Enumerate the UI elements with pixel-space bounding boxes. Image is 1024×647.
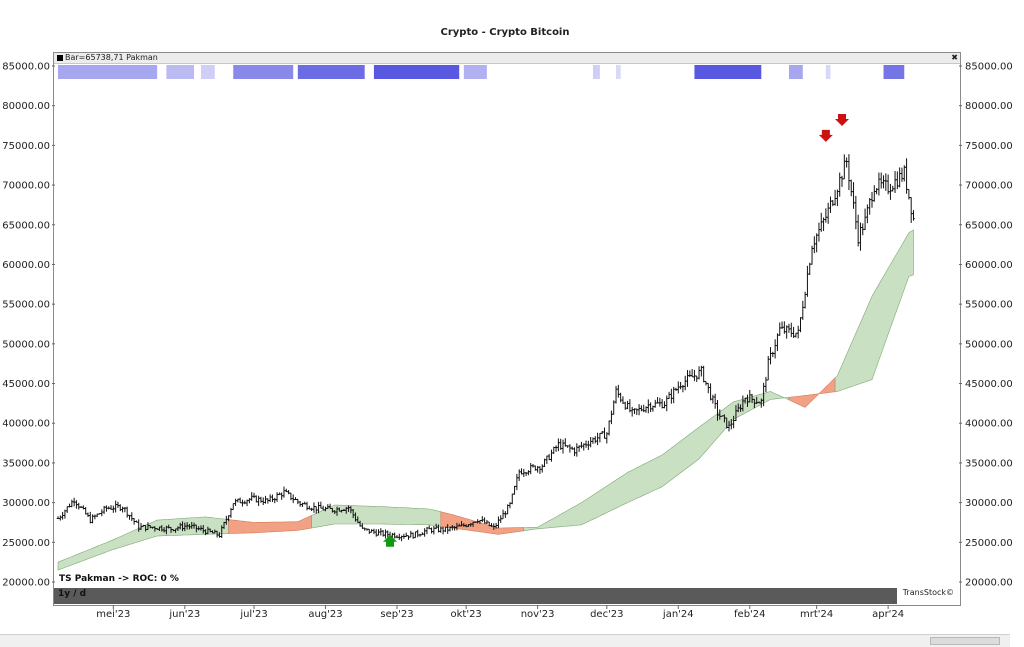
scroll-thumb[interactable]	[930, 637, 1000, 645]
y-tick-label-left: 35000.00	[2, 458, 50, 469]
price-chart: 20000.00 20000.00 25000.00 25000.00 30000.00…	[2, 62, 1013, 621]
horizontal-scrollbar[interactable]	[0, 634, 1010, 647]
y-tick-label-right: 30000.00	[965, 498, 1013, 509]
x-tick-label: jan'24	[662, 609, 694, 620]
y-tick-label-left: 20000.00	[2, 578, 50, 589]
sell-arrow-icon	[818, 129, 833, 142]
y-tick-label-right: 70000.00	[965, 181, 1013, 192]
series-swatch	[57, 54, 63, 61]
x-tick-label: mei'23	[96, 609, 130, 620]
x-tick-label: mrt'24	[800, 609, 833, 620]
period-label: 1y / d	[58, 589, 87, 599]
heat-segment	[883, 65, 905, 79]
heat-segment	[616, 65, 621, 79]
x-tick-label: dec'23	[590, 609, 623, 620]
y-tick-label-left: 30000.00	[2, 498, 50, 509]
buy-arrow-icon	[383, 534, 398, 547]
x-tick-label: aug'23	[308, 609, 342, 620]
y-tick-label-right: 80000.00	[965, 101, 1013, 112]
y-tick-label-left: 55000.00	[2, 300, 50, 311]
y-tick-label-left: 45000.00	[2, 379, 50, 390]
period-bar: 1y / d	[54, 588, 897, 604]
cloud-bear	[228, 514, 313, 534]
x-tick-label: sep'23	[380, 609, 413, 620]
y-tick-label-left: 75000.00	[2, 141, 50, 152]
x-tick-label: jun'23	[168, 609, 200, 620]
y-tick-label-left: 85000.00	[2, 62, 50, 73]
indicator-label: TS Pakman -> ROC: 0 %	[59, 574, 179, 584]
y-tick-label-right: 45000.00	[965, 379, 1013, 390]
x-tick-label: jul'23	[239, 609, 267, 620]
y-tick-label-right: 50000.00	[965, 339, 1013, 350]
heat-segment	[373, 65, 460, 79]
y-tick-label-left: 80000.00	[2, 101, 50, 112]
y-tick-label-left: 60000.00	[2, 260, 50, 271]
heat-segment	[825, 65, 831, 79]
y-tick-label-right: 55000.00	[965, 300, 1013, 311]
heat-segment	[788, 65, 803, 79]
close-icon[interactable]: ✖	[951, 53, 958, 62]
heat-segment	[592, 65, 600, 79]
y-tick-label-left: 40000.00	[2, 419, 50, 430]
y-tick-label-left: 50000.00	[2, 339, 50, 350]
x-tick-label: feb'24	[734, 609, 766, 620]
y-tick-label-right: 65000.00	[965, 220, 1013, 231]
heat-segment	[694, 65, 762, 79]
cloud-bear	[440, 511, 525, 535]
chart-header: Bar=65738,71 Pakman ✖	[54, 53, 960, 64]
heat-segment	[200, 65, 215, 79]
heat-segment	[233, 65, 294, 79]
x-tick-label: okt'23	[450, 609, 481, 620]
y-tick-label-right: 40000.00	[965, 419, 1013, 430]
y-tick-label-left: 25000.00	[2, 538, 50, 549]
heat-segment	[463, 65, 487, 79]
cloud-bear	[788, 377, 836, 408]
y-tick-label-left: 65000.00	[2, 220, 50, 231]
x-tick-label: nov'23	[521, 609, 555, 620]
x-tick-label: apr'24	[872, 609, 904, 620]
y-tick-label-right: 35000.00	[965, 458, 1013, 469]
cloud-bull	[834, 229, 914, 393]
sell-arrow-icon	[835, 113, 850, 126]
y-tick-label-right: 25000.00	[965, 538, 1013, 549]
y-tick-label-right: 85000.00	[965, 62, 1013, 73]
brand-label: TransStock©	[902, 588, 954, 597]
chart-title: Crypto - Crypto Bitcoin	[440, 27, 570, 38]
y-tick-label-left: 70000.00	[2, 181, 50, 192]
cloud-bull	[523, 391, 790, 532]
header-label: Bar=65738,71 Pakman	[65, 53, 158, 62]
heat-segment	[58, 65, 158, 79]
y-tick-label-right: 60000.00	[965, 260, 1013, 271]
heat-segment	[166, 65, 195, 79]
heat-segment	[297, 65, 365, 79]
y-tick-label-right: 20000.00	[965, 578, 1013, 589]
y-tick-label-right: 75000.00	[965, 141, 1013, 152]
